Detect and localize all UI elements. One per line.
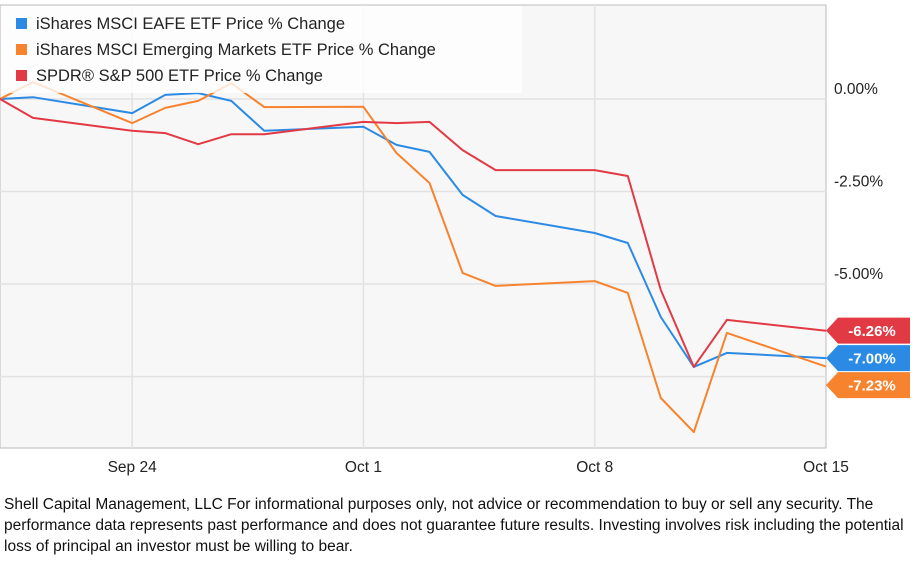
x-tick-label: Sep 24 [108, 459, 158, 476]
end-value-label: -7.00% [848, 351, 896, 368]
series-line-0 [0, 92, 827, 368]
y-tick-label: 0.00% [834, 81, 878, 98]
end-value-label: -6.26% [848, 323, 896, 340]
x-tick-label: Oct 8 [576, 459, 613, 476]
end-value-tag [826, 372, 910, 399]
series-line-2 [0, 98, 827, 368]
x-tick-label: Oct 1 [345, 459, 382, 476]
line-chart: iShares MSCI EAFE ETF Price % Change iSha… [0, 4, 910, 476]
disclaimer-footer: Shell Capital Management, LLC For inform… [4, 496, 904, 555]
y-tick-label: -5.00% [834, 266, 883, 283]
y-tick-label: -2.50% [834, 174, 883, 191]
legend-label: iShares MSCI EAFE ETF Price % Change [36, 15, 345, 33]
x-tick-label: Oct 15 [803, 459, 849, 476]
legend-label: SPDR® S&P 500 ETF Price % Change [36, 67, 323, 85]
legend-swatch [16, 44, 27, 55]
legend-swatch [16, 18, 27, 29]
end-value-tag [826, 345, 910, 372]
end-value-label: -7.23% [848, 378, 896, 395]
legend-swatch [16, 70, 27, 81]
legend-label: iShares MSCI Emerging Markets ETF Price … [36, 41, 436, 59]
series-line-1 [0, 81, 827, 434]
legend-box [1, 6, 522, 93]
end-value-tag [826, 317, 910, 344]
